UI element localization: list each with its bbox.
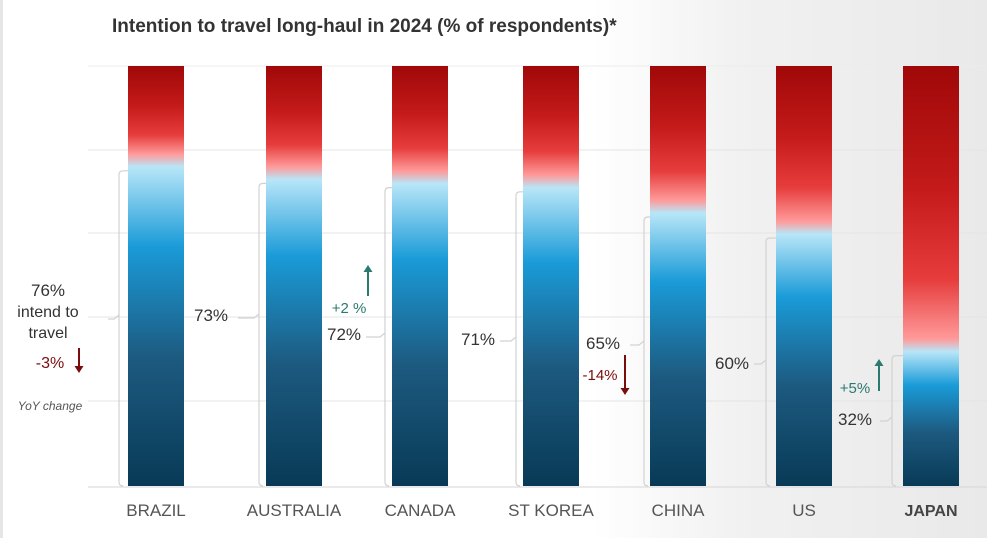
value-label-canada: 72%: [327, 325, 361, 344]
bar-japan: [903, 66, 959, 486]
labels: BRAZIL AUSTRALIA 73% CANADA 72% ST KOREA 71% CH…: [17, 265, 958, 520]
change-label-japan: +5%: [840, 380, 870, 397]
arrow-up-icon: [874, 359, 884, 391]
value-bracket: [384, 187, 394, 487]
category-label-japan: JAPAN: [904, 503, 957, 520]
bar-brazil: [128, 66, 184, 486]
value-label-brazil: 76%: [31, 281, 65, 300]
bar-australia: [266, 66, 322, 486]
bracket-pointer: [238, 313, 260, 319]
value-label-australia: 73%: [194, 306, 228, 325]
bar-canada: [392, 66, 448, 486]
value-label-st-korea: 71%: [461, 330, 495, 349]
left-border: [0, 0, 3, 538]
bar-china: [650, 66, 706, 486]
value-bracket: [891, 355, 905, 487]
bars: [128, 66, 959, 486]
change-label-australia: +2 %: [332, 300, 367, 317]
chart-title: Intention to travel long-haul in 2024 (%…: [112, 16, 617, 37]
yoy-note: YoY change: [18, 399, 83, 413]
change-label-brazil: -3%: [36, 355, 64, 372]
category-label-st-korea: ST KOREA: [508, 501, 594, 520]
value-brackets: [108, 170, 905, 487]
category-label-us: US: [792, 501, 816, 520]
change-label-china: -14%: [582, 367, 617, 384]
category-label-canada: CANADA: [385, 501, 457, 520]
bracket-pointer: [108, 314, 120, 320]
category-label-china: CHINA: [652, 501, 706, 520]
value-bracket: [118, 170, 130, 487]
arrow-up-icon: [363, 265, 373, 296]
bracket-pointer: [880, 416, 893, 422]
bar-st-korea: [523, 66, 579, 486]
legend-line-2: travel: [28, 325, 67, 342]
value-bracket: [765, 237, 778, 487]
value-bracket: [258, 182, 268, 487]
category-label-brazil: BRAZIL: [126, 501, 186, 520]
value-label-us: 60%: [715, 354, 749, 373]
arrow-down-icon: [74, 348, 84, 373]
category-label-australia: AUSTRALIA: [247, 501, 342, 520]
value-label-japan: 32%: [838, 410, 872, 429]
bracket-pointer: [754, 359, 767, 365]
arrow-down-icon: [620, 355, 630, 395]
bracket-pointer: [500, 336, 517, 342]
bracket-pointer: [366, 332, 386, 338]
bar-us: [776, 66, 832, 486]
value-label-china: 65%: [586, 334, 620, 353]
value-bracket: [515, 191, 525, 487]
bracket-pointer: [630, 340, 645, 346]
legend-line-1: intend to: [17, 304, 78, 321]
value-bracket: [643, 216, 652, 487]
